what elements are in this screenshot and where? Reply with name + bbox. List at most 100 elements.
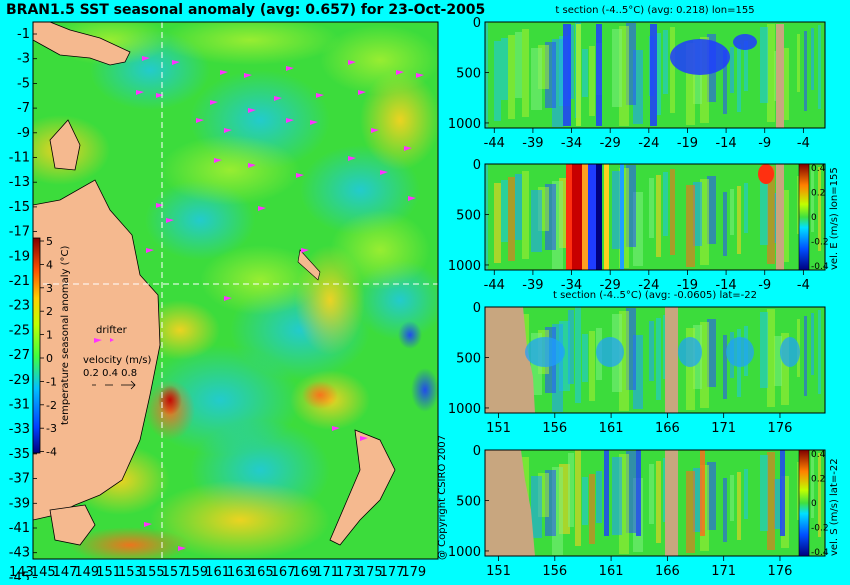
anomaly-blob	[398, 321, 422, 349]
x-tick-label: -39	[522, 278, 543, 293]
velocity-colorbar-tick: 0.4	[811, 450, 826, 460]
section-streak	[649, 321, 654, 381]
x-tick-label: -29	[600, 136, 621, 151]
section-streak	[626, 23, 636, 105]
section-streak	[531, 190, 542, 252]
section-streak	[723, 335, 727, 399]
x-tick-label: 156	[542, 564, 567, 579]
section-streak	[700, 322, 709, 408]
lon-tick-label: 147	[53, 565, 78, 580]
section-streak	[485, 164, 488, 270]
section-streak	[552, 39, 563, 127]
drifter-marker	[156, 203, 164, 208]
new-caledonia-land	[297, 249, 321, 281]
section-frame	[484, 21, 826, 129]
lon-tick-label: 159	[183, 565, 208, 580]
section-streak	[693, 468, 702, 532]
depth-tick-label: 500	[456, 494, 481, 509]
section-streak	[649, 464, 654, 524]
lon-tick-label: 173	[336, 565, 361, 580]
drifter-marker	[348, 60, 356, 65]
section-streak	[730, 47, 734, 93]
depth-tick-label: 1000	[448, 545, 481, 560]
drifter-marker	[248, 163, 256, 168]
map-colorbar-tick-label: 0	[46, 352, 53, 365]
lat-tick-label: -5	[17, 76, 30, 91]
section-streak	[700, 179, 709, 265]
section-streak	[811, 28, 814, 90]
anomaly-blob	[302, 381, 338, 409]
section-streak	[774, 336, 782, 386]
lat-tick-label: -17	[9, 225, 30, 240]
anomaly-blob	[70, 527, 190, 559]
x-tick-label: -44	[484, 136, 505, 151]
x-tick-label: -34	[561, 278, 582, 293]
drifter-marker	[214, 158, 222, 163]
x-tick-label: 171	[711, 421, 736, 436]
section-title: t section (-4..5°C) (avg: -0.0605) lat=-…	[553, 290, 757, 301]
velocity-band	[604, 450, 609, 536]
x-tick-label: 156	[542, 421, 567, 436]
lat-tick-label: -21	[9, 274, 30, 289]
drifter-marker	[380, 170, 388, 175]
section-streak	[700, 37, 709, 123]
section-streak	[485, 22, 488, 128]
lon-tick-label: 163	[227, 565, 252, 580]
map-colorbar-gradient	[32, 237, 41, 454]
x-tick-label: 166	[655, 564, 680, 579]
section-streak	[559, 464, 570, 534]
map-title: BRAN1.5 SST seasonal anomaly (avg: 0.657…	[6, 2, 485, 18]
section-land	[776, 164, 784, 270]
section-streak	[744, 469, 748, 519]
section-streak	[686, 43, 695, 125]
velocity-band	[700, 450, 705, 536]
section-streak	[649, 178, 654, 238]
lat-tick-label: -13	[9, 175, 30, 190]
lon-tick-label: 153	[118, 565, 143, 580]
section-band	[576, 24, 581, 126]
section-streak	[767, 452, 775, 550]
section-streak	[811, 170, 814, 232]
section-land	[665, 450, 678, 556]
section-streak	[797, 176, 800, 234]
section-streak	[589, 474, 595, 544]
lat-tick-label: -25	[9, 323, 30, 338]
section-streak	[737, 44, 741, 112]
depth-tick-label: 0	[473, 301, 481, 316]
section-land	[665, 307, 678, 413]
lon-tick-label: 155	[140, 565, 165, 580]
section-streak	[686, 471, 695, 553]
section-streak	[626, 451, 636, 533]
drifter-marker	[332, 426, 340, 431]
anomaly-blob	[320, 25, 438, 95]
section-land	[485, 450, 535, 556]
depth-tick-label: 0	[473, 158, 481, 173]
velocity-colorbar-tick: 0	[811, 213, 817, 223]
section-streak	[582, 49, 588, 97]
section-streak	[575, 450, 581, 546]
section-streak	[723, 50, 727, 114]
section-streak	[522, 171, 529, 259]
section-streak	[582, 334, 588, 382]
velocity-colorbar-label: vel. E (m/s) lon=155	[829, 167, 840, 270]
section-band	[563, 24, 571, 126]
x-tick-label: 171	[711, 564, 736, 579]
drifter-marker	[348, 156, 356, 161]
section-streak	[737, 186, 741, 254]
section-cold-patch	[733, 34, 757, 50]
section-streak	[582, 477, 588, 525]
x-tick-label: -29	[600, 278, 621, 293]
section-streak	[552, 181, 563, 269]
section-streak	[619, 311, 629, 411]
copyright-text: @ Copyright CSIRO 2007	[437, 435, 448, 560]
map-colorbar-ticks: 5 4 3 2 1 0 -1 -2 -3 -4	[40, 235, 57, 459]
section-streak	[501, 180, 508, 242]
section-streak	[633, 335, 643, 409]
map-colorbar-tick-label: -2	[46, 399, 57, 412]
x-tick-label: -4	[797, 136, 810, 151]
lat-tick-label: -33	[9, 422, 30, 437]
lon-tick-label: 149	[74, 565, 99, 580]
section-streak	[538, 187, 549, 231]
drifter-marker	[274, 96, 282, 101]
